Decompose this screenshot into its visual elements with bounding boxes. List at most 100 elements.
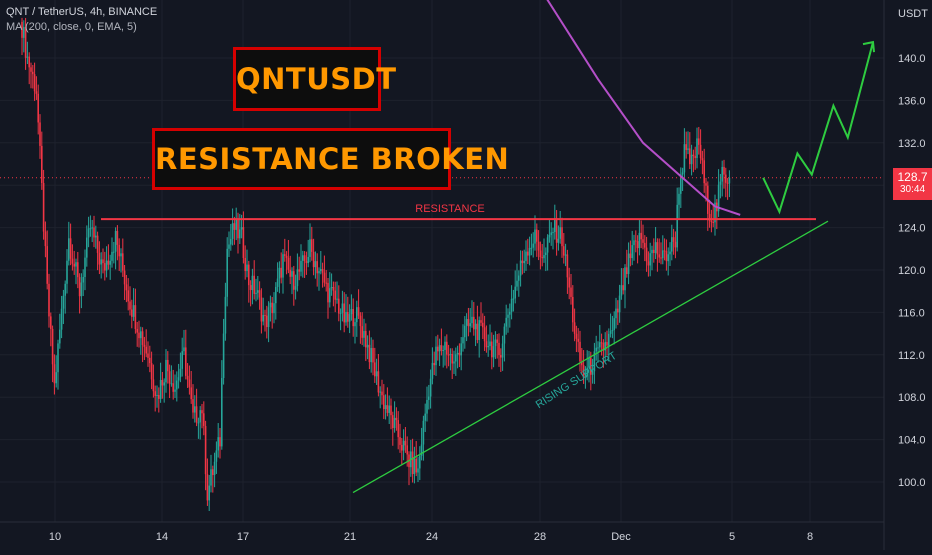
candle-down [582,365,585,378]
x-tick-label: 24 [426,531,438,543]
candle-down [260,297,263,322]
candle-down [483,327,486,342]
candle-up [114,230,117,252]
candle-down [201,410,203,414]
candle-down [359,315,362,327]
candle-up [379,391,381,393]
candle-down [404,440,407,446]
candle-up [91,227,93,229]
candle-up [638,232,641,249]
candle-up [523,260,525,264]
candle-up [269,302,272,308]
candle-down [35,91,38,94]
candle-up [557,238,560,243]
candle-up [246,264,248,272]
candle-up [669,251,671,255]
candle-up [62,295,65,309]
candle-up [348,314,351,322]
candle-up [320,268,322,272]
x-tick-label: 5 [729,531,735,543]
candle-down [248,264,250,286]
candle-up [345,311,347,323]
projection-arrowhead [862,40,875,53]
candle-up [267,307,270,328]
candle-down [206,474,209,501]
candle-down [125,284,128,291]
candle-up [492,346,495,358]
candle-down [168,371,171,384]
candle-up [530,247,533,249]
candle-down [253,275,255,294]
y-tick-label: 132.0 [898,138,926,150]
candle-up [294,286,297,290]
candle-down [116,230,119,245]
candle-down [129,301,131,310]
candle-up [595,347,597,352]
candles [21,17,731,512]
candle-down [147,353,149,358]
candle-up [413,458,416,475]
candle-down [476,323,479,341]
candle-up [696,138,698,158]
candle-up [230,238,232,245]
candle-down [698,138,700,145]
currency-label: USDT [898,8,928,20]
candle-down [541,257,543,259]
candle-down [701,158,704,161]
candle-up [75,262,77,267]
candle-down [663,250,666,252]
candle-down [377,371,380,393]
candle-up [417,468,419,473]
candle-down [242,227,245,258]
candle-up [516,280,518,287]
candle-up [428,396,430,400]
candle-up [132,305,135,317]
candle-down [338,298,340,314]
candle-down [77,262,79,278]
candle-up [235,218,237,230]
candle-up [59,329,61,344]
candle-up [354,322,356,327]
candle-down [498,342,500,356]
candle-up [226,248,228,297]
candle-down [395,417,398,421]
candle-down [327,282,329,303]
candle-up [257,290,259,293]
candle-down [712,221,714,223]
candle-down [572,296,574,323]
candle-down [298,269,300,272]
candle-down [33,74,36,92]
x-tick-label: Dec [611,531,631,543]
candle-up [239,229,241,239]
candle-down [447,354,450,356]
candle-up [120,253,122,257]
candle-down [71,258,74,264]
candle-down [386,405,389,413]
candle-down [212,469,214,476]
candle-up [356,307,358,323]
candle-down [73,263,75,267]
chart-header: QNT / TetherUS, 4h, BINANCE MA (200, clo… [6,5,157,35]
candle-down [381,391,383,396]
candle-down [280,267,282,278]
candle-down [433,362,435,366]
candle-down [568,277,570,288]
candle-up [64,283,66,296]
candle-up [262,315,264,322]
candle-down [244,257,246,272]
candle-down [107,260,110,265]
candle-down [485,341,488,348]
y-tick-label: 100.0 [898,477,926,489]
candle-up [318,271,320,274]
x-tick-label: 17 [237,531,249,543]
indicator-legend[interactable]: MA (200, close, 0, EMA, 5) [6,21,137,33]
candle-down [203,413,205,426]
candle-down [491,341,493,358]
candle-up [420,444,423,456]
candle-down [579,341,581,362]
candle-up [300,260,302,272]
candle-down [233,223,236,230]
candle-down [134,305,137,329]
